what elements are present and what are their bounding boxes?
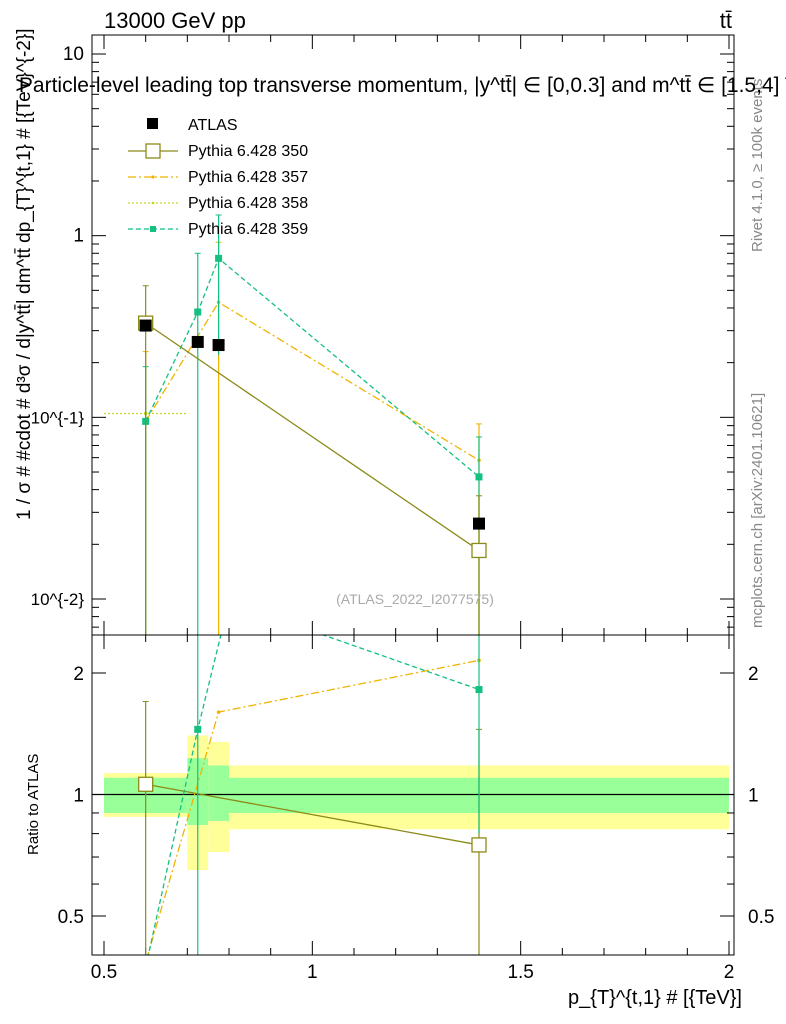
legend-label-py359: Pythia 6.428 359 — [188, 221, 308, 238]
legend-marker-py359 — [150, 226, 156, 232]
ratio-y-tick-label-right: 0.5 — [748, 907, 774, 928]
ratio-series — [131, 598, 487, 1009]
ratio-line-py357 — [147, 659, 480, 955]
main-marker-py359 — [194, 308, 202, 316]
x-tick-label: 1 — [307, 962, 318, 983]
rivet-version-label: Rivet 4.1.0, ≥ 100k events — [749, 79, 766, 252]
ratio-y-tick-label-left: 2 — [73, 664, 84, 685]
main-y-axis-label: 1 / σ # #cdot # d³σ / d|y^tt̄| dm^tt̄ dp… — [14, 29, 35, 521]
y-tick-label: 10 — [63, 44, 84, 65]
ratio-line-py359 — [147, 635, 480, 955]
ratio-y-tick-label-left: 1 — [73, 786, 84, 807]
ratio-marker-py359 — [475, 686, 483, 694]
watermark-label: (ATLAS_2022_I2077575) — [336, 591, 494, 607]
ratio-marker-py350 — [138, 776, 154, 792]
ratio-marker-py357 — [131, 1004, 135, 1008]
legend-marker-py350 — [145, 143, 161, 159]
legend: ATLAS Pythia 6.428 350 Pythia 6.428 357 … — [128, 117, 308, 238]
main-marker-py350 — [471, 542, 487, 559]
x-tick-label: 0.5 — [91, 962, 117, 983]
ratio-y-axis-label: Ratio to ATLAS — [25, 754, 42, 855]
ratio-marker-py350 — [471, 837, 487, 853]
y-tick-label: 10^{-1} — [31, 408, 85, 427]
atlas-data-point — [139, 319, 152, 332]
x-axis-label: p_{T}^{t,1} # [{TeV}] — [568, 987, 742, 1009]
main-line-py350 — [145, 322, 480, 552]
ratio-marker-py359 — [226, 598, 233, 605]
ratio-marker-py359 — [134, 1002, 141, 1009]
ratio-marker-py357 — [216, 710, 221, 714]
legend-marker-py358 — [151, 201, 155, 205]
legend-entry-atlas: ATLAS — [147, 117, 238, 134]
atlas-data-point — [473, 517, 485, 530]
x-tick-label: 2 — [724, 962, 735, 983]
legend-marker-atlas — [147, 118, 158, 129]
ratio-y-tick-label-right: 2 — [748, 664, 759, 685]
legend-label-py350: Pythia 6.428 350 — [188, 143, 308, 160]
legend-entry-py358: Pythia 6.428 358 — [128, 195, 308, 212]
ratio-y-tick-label-right: 1 — [748, 786, 759, 807]
y-tick-label: 1 — [73, 226, 84, 247]
mcplots-label: mcplots.cern.ch [arXiv:2401.10621] — [749, 393, 766, 628]
legend-entry-py359: Pythia 6.428 359 — [128, 221, 308, 238]
x-tick-labels: 0.5 1 1.5 2 — [91, 962, 735, 983]
axis-ticks — [92, 35, 734, 955]
energy-label: 13000 GeV pp — [104, 8, 246, 33]
legend-label-atlas: ATLAS — [188, 117, 238, 134]
main-series — [104, 214, 487, 635]
ratio-y-tick-label-left: 0.5 — [58, 907, 84, 928]
atlas-data-point — [212, 339, 225, 352]
main-line-py359 — [145, 257, 480, 478]
ratio-panel-frame — [91, 634, 735, 956]
y-tick-label: 10^{-2} — [31, 590, 85, 609]
process-label: tt̄ — [720, 8, 732, 33]
ratio-line-py350 — [145, 783, 480, 846]
legend-label-py358: Pythia 6.428 358 — [188, 195, 308, 212]
ratio-marker-py359 — [194, 725, 202, 733]
atlas-data-point — [191, 335, 204, 348]
legend-marker-py357 — [151, 175, 155, 179]
plot-title: Particle-level leading top transverse mo… — [19, 74, 786, 97]
main-y-tick-labels: 10^{-2} 10^{-1} 1 10 — [31, 44, 85, 609]
legend-entry-py357: Pythia 6.428 357 — [128, 169, 308, 186]
legend-entry-py350: Pythia 6.428 350 — [128, 143, 308, 160]
ratio-y-tick-labels: 0.5 1 2 0.5 1 2 — [58, 664, 775, 928]
legend-label-py357: Pythia 6.428 357 — [188, 169, 308, 186]
band-inner — [208, 765, 229, 821]
main-marker-py359 — [215, 254, 223, 262]
main-marker-py359 — [475, 473, 483, 481]
x-tick-label: 1.5 — [507, 962, 533, 983]
